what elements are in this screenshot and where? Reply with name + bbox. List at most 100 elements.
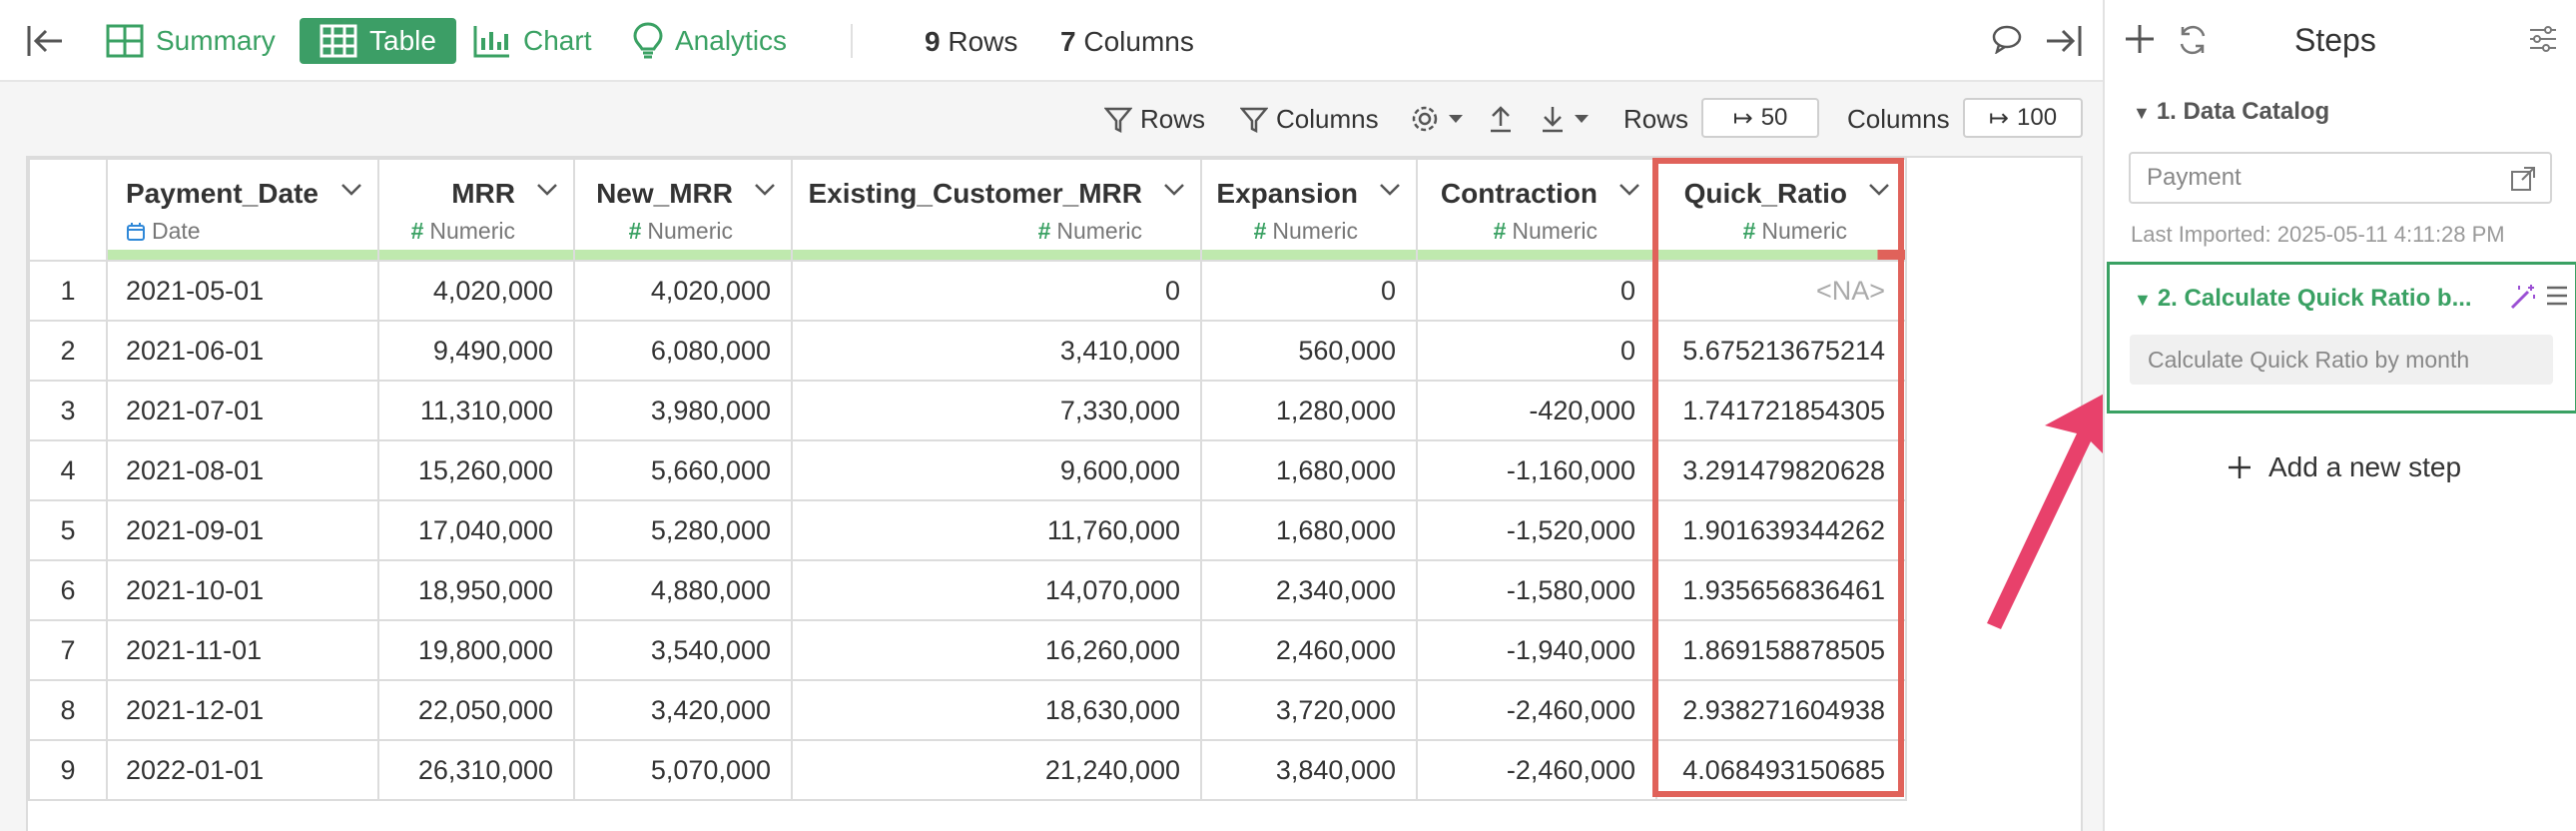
add-step-button[interactable]: Add a new step xyxy=(2227,451,2461,483)
step-data-catalog[interactable]: ▼ 1. Data Catalog xyxy=(2133,98,2329,126)
table-cell[interactable]: 0 xyxy=(1416,260,1657,322)
column-header-expansion[interactable]: Expansion # Numeric xyxy=(1200,158,1418,262)
table-cell[interactable]: 3.291479820628 xyxy=(1655,439,1907,501)
collapse-right-icon[interactable] xyxy=(2043,24,2083,63)
chevron-down-icon[interactable] xyxy=(753,182,777,203)
table-cell[interactable]: 0 xyxy=(791,260,1202,322)
table-cell[interactable]: 5,070,000 xyxy=(573,739,793,801)
table-cell[interactable]: 2021-05-01 xyxy=(106,260,379,322)
chevron-down-icon[interactable] xyxy=(1162,182,1186,203)
table-cell[interactable]: -1,940,000 xyxy=(1416,619,1657,681)
chevron-down-icon[interactable] xyxy=(339,182,363,203)
table-cell[interactable]: 2021-12-01 xyxy=(106,679,379,741)
comment-icon[interactable] xyxy=(1991,24,2023,59)
table-cell[interactable]: 3,540,000 xyxy=(573,619,793,681)
table-cell[interactable]: 18,950,000 xyxy=(377,559,575,621)
table-cell[interactable]: -1,520,000 xyxy=(1416,499,1657,561)
table-cell[interactable]: 11,760,000 xyxy=(791,499,1202,561)
table-cell[interactable]: 0 xyxy=(1200,260,1418,322)
table-cell[interactable]: <NA> xyxy=(1655,260,1907,322)
table-cell[interactable]: 2,460,000 xyxy=(1200,619,1418,681)
tab-table[interactable]: Table xyxy=(300,18,456,64)
column-header-new-mrr[interactable]: New_MRR # Numeric xyxy=(573,158,793,262)
settings-dropdown[interactable] xyxy=(1410,104,1472,134)
columns-limit-input[interactable]: ↦ 100 xyxy=(1963,98,2083,138)
tab-summary[interactable]: Summary xyxy=(106,18,276,64)
table-cell[interactable]: 4.068493150685 xyxy=(1655,739,1907,801)
table-cell[interactable]: 14,070,000 xyxy=(791,559,1202,621)
column-header-quick-ratio[interactable]: Quick_Ratio # Numeric xyxy=(1655,158,1907,262)
table-cell[interactable]: 0 xyxy=(1416,320,1657,382)
chevron-down-icon[interactable] xyxy=(1378,182,1402,203)
column-header-mrr[interactable]: MRR # Numeric xyxy=(377,158,575,262)
rows-limit-input[interactable]: ↦ 50 xyxy=(1701,98,1819,138)
rows-filter-button[interactable]: Rows xyxy=(1104,104,1205,135)
table-cell[interactable]: 4,020,000 xyxy=(377,260,575,322)
table-cell[interactable]: 3,720,000 xyxy=(1200,679,1418,741)
table-cell[interactable]: 26,310,000 xyxy=(377,739,575,801)
table-cell[interactable]: 7,330,000 xyxy=(791,380,1202,441)
table-cell[interactable]: -1,580,000 xyxy=(1416,559,1657,621)
column-header-existing-customer-mrr[interactable]: Existing_Customer_MRR # Numeric xyxy=(791,158,1202,262)
table-cell[interactable]: 21,240,000 xyxy=(791,739,1202,801)
table-cell[interactable]: 17,040,000 xyxy=(377,499,575,561)
table-cell[interactable]: 11,310,000 xyxy=(377,380,575,441)
tab-chart[interactable]: Chart xyxy=(473,18,591,64)
table-cell[interactable]: 9,600,000 xyxy=(791,439,1202,501)
table-cell[interactable]: 15,260,000 xyxy=(377,439,575,501)
table-cell[interactable]: 4,880,000 xyxy=(573,559,793,621)
table-cell[interactable]: 2021-09-01 xyxy=(106,499,379,561)
upload-icon[interactable] xyxy=(1488,104,1522,134)
table-cell[interactable]: 16,260,000 xyxy=(791,619,1202,681)
table-cell[interactable]: 5.675213675214 xyxy=(1655,320,1907,382)
table-cell[interactable]: 2.938271604938 xyxy=(1655,679,1907,741)
table-cell[interactable]: 9,490,000 xyxy=(377,320,575,382)
table-cell[interactable]: 18,630,000 xyxy=(791,679,1202,741)
table-cell[interactable]: 1,680,000 xyxy=(1200,439,1418,501)
table-cell[interactable]: 1,680,000 xyxy=(1200,499,1418,561)
table-cell[interactable]: 1.935656836461 xyxy=(1655,559,1907,621)
table-cell[interactable]: 1.901639344262 xyxy=(1655,499,1907,561)
table-cell[interactable]: 1.741721854305 xyxy=(1655,380,1907,441)
column-header-contraction[interactable]: Contraction # Numeric xyxy=(1416,158,1657,262)
table-cell[interactable]: -420,000 xyxy=(1416,380,1657,441)
magic-wand-icon[interactable] xyxy=(2509,283,2537,316)
table-cell[interactable]: 2021-06-01 xyxy=(106,320,379,382)
table-cell[interactable]: -2,460,000 xyxy=(1416,739,1657,801)
menu-icon[interactable] xyxy=(2545,285,2569,312)
chevron-down-icon[interactable] xyxy=(1617,182,1641,203)
table-cell[interactable]: 560,000 xyxy=(1200,320,1418,382)
collapse-left-icon[interactable] xyxy=(26,24,66,63)
table-cell[interactable]: 3,410,000 xyxy=(791,320,1202,382)
table-cell[interactable]: 5,280,000 xyxy=(573,499,793,561)
add-icon[interactable] xyxy=(2123,22,2157,61)
table-cell[interactable]: 22,050,000 xyxy=(377,679,575,741)
table-cell[interactable]: -2,460,000 xyxy=(1416,679,1657,741)
columns-filter-button[interactable]: Columns xyxy=(1240,104,1379,135)
tab-analytics[interactable]: Analytics xyxy=(633,18,787,64)
table-cell[interactable]: 2021-08-01 xyxy=(106,439,379,501)
sliders-icon[interactable] xyxy=(2528,24,2558,59)
table-cell[interactable]: 1.869158878505 xyxy=(1655,619,1907,681)
table-cell[interactable]: -1,160,000 xyxy=(1416,439,1657,501)
table-cell[interactable]: 3,980,000 xyxy=(573,380,793,441)
table-cell[interactable]: 2022-01-01 xyxy=(106,739,379,801)
chevron-down-icon[interactable] xyxy=(1867,182,1891,203)
table-cell[interactable]: 2021-07-01 xyxy=(106,380,379,441)
table-cell[interactable]: 5,660,000 xyxy=(573,439,793,501)
download-dropdown[interactable] xyxy=(1540,104,1598,134)
table-cell[interactable]: 3,420,000 xyxy=(573,679,793,741)
table-cell[interactable]: 4,020,000 xyxy=(573,260,793,322)
table-cell[interactable]: 2021-10-01 xyxy=(106,559,379,621)
table-cell[interactable]: 1,280,000 xyxy=(1200,380,1418,441)
external-link-icon[interactable] xyxy=(2510,166,2536,199)
table-cell[interactable]: 2021-11-01 xyxy=(106,619,379,681)
table-cell[interactable]: 19,800,000 xyxy=(377,619,575,681)
data-source-field[interactable]: Payment xyxy=(2129,152,2552,204)
column-header-payment-date[interactable]: Payment_Date Date xyxy=(106,158,379,262)
chevron-down-icon[interactable] xyxy=(535,182,559,203)
step-calculate-quick-ratio[interactable]: ▼ 2. Calculate Quick Ratio b... Calculate… xyxy=(2107,262,2576,414)
table-cell[interactable]: 2,340,000 xyxy=(1200,559,1418,621)
table-cell[interactable]: 3,840,000 xyxy=(1200,739,1418,801)
refresh-icon[interactable] xyxy=(2177,24,2209,61)
